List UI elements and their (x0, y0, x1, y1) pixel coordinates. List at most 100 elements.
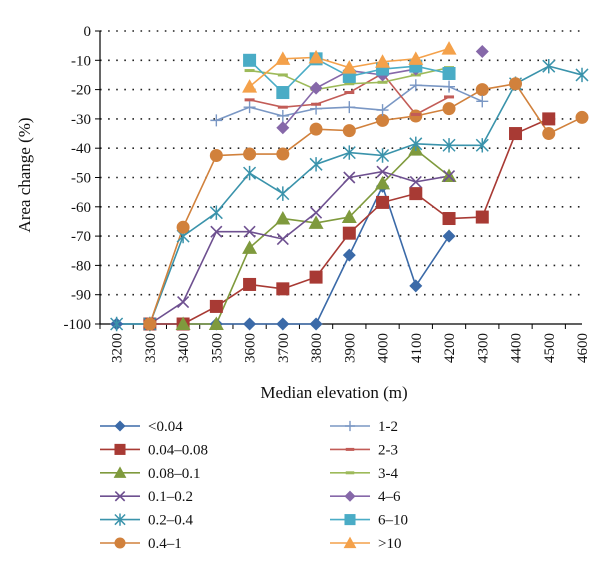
legend-item: 0.2–0.4 (100, 513, 194, 529)
data-point (209, 299, 223, 313)
legend-label: <0.04 (148, 419, 183, 435)
legend-label: 6–10 (378, 513, 408, 529)
data-point (243, 53, 257, 67)
data-point (309, 157, 323, 172)
data-point (243, 277, 257, 291)
data-point (277, 73, 288, 77)
data-point (442, 66, 456, 80)
data-point (276, 147, 290, 161)
data-point (443, 80, 456, 93)
data-point (376, 148, 390, 163)
data-point (276, 109, 289, 122)
data-point (275, 211, 291, 225)
legend-label: 0.4–1 (148, 536, 182, 552)
legend-item: 2-3 (330, 442, 398, 458)
series-markers-group (110, 179, 456, 331)
y-tick-label: -10 (71, 53, 91, 69)
data-point (409, 136, 423, 152)
data-point (342, 124, 356, 138)
series-markers-group (110, 58, 589, 332)
data-point (209, 149, 223, 163)
legend-item: 0.04–0.08 (100, 442, 208, 458)
data-point (344, 82, 355, 86)
data-point (542, 58, 556, 74)
legend-label: 2-3 (378, 442, 398, 458)
data-point (244, 69, 255, 73)
x-tick-label: 4000 (376, 333, 392, 363)
data-point (509, 127, 523, 141)
data-point (276, 186, 290, 201)
data-point (475, 45, 489, 59)
data-point (110, 316, 124, 332)
data-point (276, 121, 290, 135)
x-tick-label: 4300 (475, 333, 491, 363)
data-point (308, 215, 324, 229)
data-point (210, 114, 223, 127)
data-point (242, 240, 258, 254)
series-markers-group (242, 41, 457, 93)
y-tick-label: -40 (71, 141, 91, 157)
tick-labels: 0 -10 -20 -30 -40 -50 -60 -70 -80 -90 -100 3200 3300… (64, 24, 592, 363)
data-point (344, 514, 356, 526)
y-tick-label: 0 (84, 24, 92, 40)
data-point (376, 195, 390, 209)
legend-item: 0.1–0.2 (100, 489, 193, 505)
series-lines (116, 47, 583, 325)
data-point (442, 138, 456, 153)
y-tick-label: -30 (71, 112, 91, 128)
x-tick-label: 4100 (409, 333, 425, 363)
y-tick-label: -100 (64, 317, 92, 333)
data-point (343, 171, 356, 184)
data-point (175, 316, 191, 330)
data-point (409, 79, 422, 92)
data-point (409, 279, 423, 293)
x-tick-label: 3800 (309, 333, 325, 363)
x-tick-label: 4400 (509, 333, 525, 363)
legend-item: 4–6 (330, 489, 401, 505)
data-point (114, 490, 126, 502)
data-point (377, 80, 388, 84)
x-tick-label: 3400 (176, 333, 192, 363)
x-tick-label: 3200 (110, 333, 126, 363)
data-point (342, 226, 356, 240)
data-point (143, 317, 157, 331)
legend-label: 0.1–0.2 (148, 489, 193, 505)
x-tick-label: 3900 (342, 333, 358, 363)
data-point (345, 471, 355, 475)
data-point (375, 54, 391, 68)
series-markers-group (143, 77, 589, 331)
x-tick-label: 4200 (442, 333, 458, 363)
data-point (210, 225, 223, 238)
legend-item: >10 (330, 536, 401, 552)
series-line (149, 170, 450, 325)
data-point (209, 205, 223, 220)
data-point (243, 101, 256, 114)
data-point (444, 95, 455, 99)
data-point (344, 420, 356, 432)
data-point (114, 420, 126, 432)
data-point (310, 206, 323, 219)
data-point (208, 316, 224, 330)
data-point (542, 112, 556, 126)
data-point (344, 490, 356, 502)
data-point (177, 295, 190, 309)
data-point (409, 175, 422, 188)
legend: <0.04 0.04–0.08 0.08–0.1 0.1–0.2 0.2–0.4 0.4–… (100, 419, 408, 552)
y-tick-label: -80 (71, 258, 91, 274)
data-point (376, 113, 390, 127)
y-axis-title: Area change (%) (15, 117, 34, 232)
data-point (342, 248, 356, 262)
data-point (114, 513, 126, 526)
data-point (176, 220, 190, 234)
data-point (475, 210, 489, 224)
legend-label: 0.2–0.4 (148, 513, 194, 529)
y-tick-label: -60 (71, 200, 91, 216)
data-point (509, 77, 523, 91)
x-tick-label: 4600 (575, 333, 591, 363)
data-point (376, 165, 389, 178)
data-point (309, 270, 323, 284)
data-point (442, 169, 456, 183)
legend-label: 3-4 (378, 466, 398, 482)
